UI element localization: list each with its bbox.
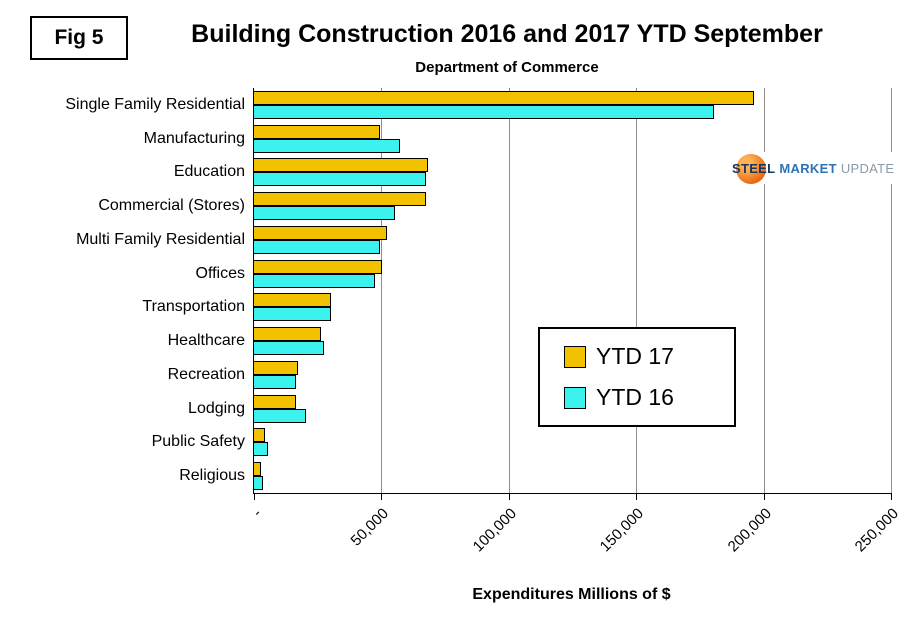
category-row: Education bbox=[0, 156, 890, 190]
logo-text-update: UPDATE bbox=[840, 160, 895, 176]
category-row: Commercial (Stores) bbox=[0, 189, 890, 223]
category-label: Religious bbox=[179, 467, 245, 485]
bar-ytd-16 bbox=[253, 206, 396, 221]
category-row: Multi Family Residential bbox=[0, 223, 890, 257]
bar-ytd-17 bbox=[253, 462, 262, 477]
gridline bbox=[636, 88, 638, 493]
axis-tick bbox=[508, 493, 510, 500]
category-label: Recreation bbox=[167, 365, 245, 383]
bar-ytd-17 bbox=[253, 428, 266, 443]
bar-ytd-17 bbox=[253, 293, 332, 308]
bar-ytd-17 bbox=[253, 360, 299, 375]
category-rows: Single Family Residential Manufacturing Ed… bbox=[0, 88, 890, 493]
bar-group bbox=[253, 324, 890, 358]
bar-group bbox=[253, 156, 890, 190]
bar-ytd-17 bbox=[253, 259, 383, 274]
legend-swatch bbox=[564, 345, 586, 368]
category-label: Single Family Residential bbox=[65, 95, 245, 113]
chart-subtitle: Department of Commerce bbox=[415, 59, 599, 76]
bar-group bbox=[253, 426, 890, 460]
category-label: Public Safety bbox=[151, 433, 245, 451]
bar-ytd-16 bbox=[253, 341, 324, 356]
bar-ytd-17 bbox=[253, 394, 296, 409]
category-row: Religious bbox=[0, 459, 890, 493]
legend-entry: YTD 16 bbox=[564, 384, 734, 411]
category-row: Healthcare bbox=[0, 324, 890, 358]
category-row: Recreation bbox=[0, 358, 890, 392]
bar-ytd-16 bbox=[253, 273, 375, 288]
category-label: Healthcare bbox=[167, 332, 245, 350]
category-row: Lodging bbox=[0, 392, 890, 426]
bar-group bbox=[253, 88, 890, 122]
category-row: Manufacturing bbox=[0, 122, 890, 156]
bar-group bbox=[253, 358, 890, 392]
bar-ytd-16 bbox=[253, 374, 296, 389]
x-tick-label: 50,000 bbox=[347, 505, 393, 550]
x-tick-label: 150,000 bbox=[596, 505, 648, 556]
bar-ytd-17 bbox=[253, 225, 388, 240]
x-tick-label: 200,000 bbox=[724, 505, 775, 556]
x-tick-label: - bbox=[249, 505, 266, 521]
bar-ytd-16 bbox=[253, 104, 714, 119]
category-label: Multi Family Residential bbox=[76, 230, 245, 248]
plot-area bbox=[253, 88, 892, 500]
x-tick-label: 100,000 bbox=[469, 505, 520, 556]
legend: YTD 17 YTD 16 bbox=[538, 327, 736, 427]
bar-ytd-16 bbox=[253, 442, 268, 457]
steel-market-update-logo: STEEL MARKET UPDATE bbox=[698, 152, 899, 184]
category-row: Public Safety bbox=[0, 426, 890, 460]
bar-ytd-17 bbox=[253, 158, 429, 173]
legend-label: YTD 16 bbox=[596, 384, 674, 410]
gridline bbox=[381, 88, 383, 493]
bar-ytd-17 bbox=[253, 90, 755, 105]
gridline bbox=[763, 88, 765, 493]
gridline bbox=[508, 88, 510, 493]
bar-ytd-16 bbox=[253, 307, 332, 322]
bar-ytd-16 bbox=[253, 172, 426, 187]
legend-label: YTD 17 bbox=[596, 343, 674, 369]
bar-ytd-16 bbox=[253, 408, 306, 423]
bar-ytd-17 bbox=[253, 327, 322, 342]
bar-ytd-16 bbox=[253, 239, 380, 254]
category-label: Manufacturing bbox=[143, 129, 245, 147]
bar-ytd-17 bbox=[253, 124, 380, 139]
bar-group bbox=[253, 291, 890, 325]
bar-ytd-16 bbox=[253, 476, 263, 491]
axis-tick bbox=[381, 493, 383, 500]
chart-title: Building Construction 2016 and 2017 YTD … bbox=[191, 20, 823, 48]
bar-ytd-16 bbox=[253, 138, 401, 153]
bar-group bbox=[253, 223, 890, 257]
x-axis-title: Expenditures Millions of $ bbox=[472, 586, 671, 603]
axis-tick bbox=[891, 493, 892, 500]
category-label: Offices bbox=[195, 264, 246, 282]
gridline bbox=[891, 88, 892, 493]
bar-group bbox=[253, 122, 890, 156]
axis-tick bbox=[636, 493, 638, 500]
logo-text-market: MARKET bbox=[779, 160, 837, 176]
bar-group bbox=[253, 257, 890, 291]
legend-swatch bbox=[564, 386, 586, 409]
bar-group bbox=[253, 459, 890, 493]
fig-label: Fig 5 bbox=[54, 26, 104, 49]
axis-tick bbox=[254, 493, 255, 500]
bar-ytd-17 bbox=[253, 192, 426, 207]
category-label: Transportation bbox=[142, 298, 245, 316]
fig-label-box: Fig 5 bbox=[30, 16, 128, 60]
category-row: Offices bbox=[0, 257, 890, 291]
category-row: Transportation bbox=[0, 291, 890, 325]
logo-text-steel: STEEL bbox=[732, 160, 776, 176]
logo-orange-ball-icon bbox=[736, 154, 766, 184]
bar-group bbox=[253, 392, 890, 426]
x-tick-label: 250,000 bbox=[851, 505, 903, 556]
category-label: Lodging bbox=[188, 399, 245, 417]
category-row: Single Family Residential bbox=[0, 88, 890, 122]
legend-entry: YTD 17 bbox=[564, 343, 734, 370]
axis-tick bbox=[763, 493, 765, 500]
bar-group bbox=[253, 189, 890, 223]
category-label: Education bbox=[173, 163, 245, 181]
category-label: Commercial (Stores) bbox=[98, 197, 245, 215]
